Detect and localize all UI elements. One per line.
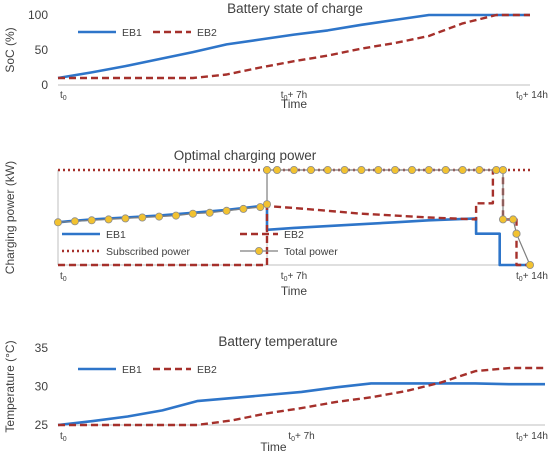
total-power-point bbox=[104, 215, 113, 224]
total-power-point bbox=[188, 209, 197, 218]
y-tick-label: 35 bbox=[35, 341, 49, 355]
x-tick-label: t0 bbox=[60, 431, 67, 443]
total-power-point bbox=[289, 165, 298, 174]
total-power-point bbox=[222, 206, 231, 215]
total-power-point bbox=[323, 165, 332, 174]
y-axis-title: Temperature (°C) bbox=[3, 340, 17, 432]
power-chart: Optimal charging power t0 t0+ 7h t0+ 14h Tim… bbox=[3, 148, 548, 298]
total-power-point bbox=[498, 215, 507, 224]
x-tick-label: t0+ 14h bbox=[516, 431, 548, 443]
legend-label: EB1 bbox=[106, 229, 126, 241]
x-tick-label: t0+ 7h bbox=[281, 271, 307, 283]
total-power-point bbox=[492, 165, 501, 174]
temperature-chart: Battery temperature 25 30 35 t0 t0+ 7h t0+ 14h… bbox=[3, 334, 548, 454]
total-power-point bbox=[407, 165, 416, 174]
total-power-point bbox=[171, 211, 180, 220]
legend-label: EB2 bbox=[197, 364, 217, 376]
series-line-eb2 bbox=[58, 366, 545, 427]
series-line-eb1 bbox=[57, 202, 530, 267]
legend-label: EB2 bbox=[197, 27, 217, 39]
legend-label: Subscribed power bbox=[106, 246, 191, 258]
legend: EB1 EB2 bbox=[78, 27, 217, 39]
total-power-point bbox=[391, 165, 400, 174]
chart-title: Battery state of charge bbox=[227, 1, 363, 16]
total-power-point bbox=[70, 217, 79, 226]
total-power-point bbox=[262, 165, 271, 174]
series-line-total-power bbox=[57, 169, 531, 266]
x-tick-label: t0+ 14h bbox=[516, 271, 548, 283]
total-power-point bbox=[357, 165, 366, 174]
x-axis-title: Time bbox=[260, 440, 287, 454]
series-line-eb1 bbox=[57, 382, 545, 427]
total-power-point bbox=[54, 218, 63, 227]
y-tick-label: 100 bbox=[28, 8, 48, 22]
legend: EB1 EB2 Subscribed power Total power bbox=[62, 229, 338, 258]
y-tick-label: 30 bbox=[35, 380, 49, 394]
y-tick-label: 25 bbox=[35, 418, 49, 432]
x-axis-title: Time bbox=[281, 97, 308, 111]
total-power-point bbox=[273, 165, 282, 174]
x-tick-label: t0 bbox=[60, 271, 67, 283]
y-tick-label: 50 bbox=[35, 43, 49, 57]
legend-label: EB2 bbox=[284, 229, 304, 241]
total-power-point bbox=[239, 204, 248, 213]
total-power-point bbox=[441, 165, 450, 174]
total-power-point bbox=[526, 260, 535, 269]
total-power-point bbox=[475, 165, 484, 174]
legend-label: Total power bbox=[284, 246, 338, 258]
chart-title: Battery temperature bbox=[218, 334, 337, 349]
total-power-point bbox=[424, 165, 433, 174]
x-tick-label: t0+ 7h bbox=[288, 431, 314, 443]
legend-marker bbox=[254, 246, 263, 255]
total-power-point bbox=[121, 214, 130, 223]
total-power-point bbox=[256, 203, 265, 212]
legend-label: EB1 bbox=[122, 364, 142, 376]
chart-title: Optimal charging power bbox=[174, 148, 317, 163]
y-axis-title: SoC (%) bbox=[3, 27, 17, 72]
total-power-point bbox=[306, 165, 315, 174]
legend: EB1 EB2 bbox=[78, 364, 217, 376]
total-power-point bbox=[138, 213, 147, 222]
total-power-point bbox=[498, 165, 507, 174]
x-tick-label: t0 bbox=[60, 90, 67, 102]
total-power-point bbox=[374, 165, 383, 174]
y-axis-title: Charging power (kW) bbox=[3, 161, 17, 274]
total-power-point bbox=[205, 208, 214, 217]
total-power-point bbox=[512, 229, 521, 238]
series-line-eb2 bbox=[58, 13, 530, 80]
x-tick-label: t0+ 14h bbox=[516, 90, 548, 102]
total-power-point bbox=[509, 215, 518, 224]
total-power-point bbox=[458, 165, 467, 174]
series-line-eb1 bbox=[57, 13, 530, 80]
total-power-point bbox=[262, 200, 271, 209]
x-tick-label: t0+ 7h bbox=[281, 90, 307, 102]
total-power-point bbox=[340, 165, 349, 174]
x-axis-title: Time bbox=[281, 284, 308, 298]
soc-chart: Battery state of charge 0 50 100 t0 t0+ 7h t0+… bbox=[3, 1, 548, 111]
y-tick-label: 0 bbox=[41, 78, 48, 92]
legend-label: EB1 bbox=[122, 27, 142, 39]
total-power-point bbox=[87, 216, 96, 225]
total-power-point bbox=[155, 212, 164, 221]
